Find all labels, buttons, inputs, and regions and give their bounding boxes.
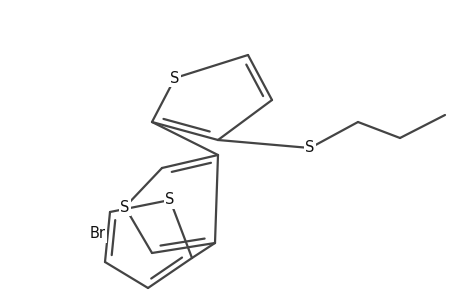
- Text: Br: Br: [90, 226, 106, 242]
- Text: S: S: [305, 140, 314, 155]
- Text: S: S: [170, 70, 179, 86]
- Text: S: S: [165, 193, 174, 208]
- Text: S: S: [120, 200, 129, 214]
